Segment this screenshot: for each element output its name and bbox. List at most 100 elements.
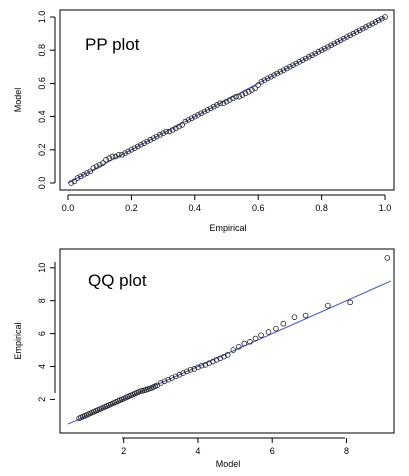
- pp-data-point: [68, 180, 74, 186]
- pp-data-point: [217, 100, 223, 107]
- qq-points: [76, 255, 391, 422]
- qq-y-ticks: 2 4 6 8 10: [37, 263, 55, 402]
- pp-data-point: [153, 133, 160, 140]
- pp-data-point: [125, 148, 132, 155]
- pp-data-point: [96, 161, 103, 168]
- pp-data-point: [223, 98, 230, 105]
- pp-y-tick-label: 0.6: [37, 77, 47, 90]
- pp-data-point: [353, 29, 360, 35]
- pp-data-point: [77, 173, 84, 180]
- qq-data-point: [161, 378, 168, 385]
- pp-data-point: [138, 142, 144, 148]
- qq-data-point: [180, 370, 186, 376]
- qq-data-point: [291, 314, 298, 320]
- qq-data-point: [221, 353, 227, 360]
- pp-data-point: [271, 72, 277, 78]
- pp-data-point: [363, 24, 369, 30]
- pp-data-point: [274, 70, 281, 77]
- pp-data-point: [242, 90, 249, 97]
- pp-data-point: [318, 47, 325, 53]
- pp-data-point: [179, 122, 185, 128]
- pp-plot-title: PP plot: [85, 35, 140, 54]
- pp-data-point: [172, 125, 179, 132]
- pp-y-axis-label: Model: [13, 88, 23, 113]
- pp-data-point: [230, 95, 236, 102]
- pp-data-point: [299, 57, 306, 63]
- qq-y-tick-label: 4: [37, 364, 47, 369]
- qq-data-point: [209, 358, 216, 365]
- pp-data-point: [207, 105, 214, 112]
- pp-x-tick-label: 0.2: [125, 203, 138, 213]
- qq-x-tick-label: 4: [195, 446, 200, 456]
- pp-data-point: [293, 60, 300, 67]
- qq-data-point: [273, 325, 279, 332]
- pp-data-point: [195, 112, 201, 118]
- pp-data-point: [347, 32, 353, 39]
- qq-plot-frame: [59, 248, 395, 434]
- pp-data-point: [185, 117, 192, 123]
- pp-data-point: [131, 145, 138, 151]
- pp-data-point: [90, 165, 97, 171]
- pp-data-point: [81, 171, 87, 178]
- pp-data-point: [144, 138, 151, 145]
- pp-y-ticks: 0.0 0.2 0.4 0.6 0.8 1.0: [37, 11, 55, 189]
- pp-data-point: [268, 73, 274, 80]
- pp-x-tick-label: 0.6: [252, 203, 265, 213]
- qq-data-point: [165, 376, 172, 383]
- pp-data-point: [340, 35, 347, 42]
- pp-data-point: [182, 118, 189, 125]
- qq-x-tick-label: 6: [270, 446, 275, 456]
- pp-data-point: [331, 40, 338, 47]
- pp-data-point: [128, 147, 135, 153]
- pp-data-point: [356, 27, 363, 34]
- pp-data-point: [328, 42, 334, 49]
- pp-data-point: [344, 34, 350, 40]
- pp-data-point: [226, 97, 233, 103]
- qq-data-point: [184, 368, 190, 375]
- qq-data-point: [235, 343, 242, 350]
- pp-data-point: [325, 44, 331, 50]
- qq-data-point: [280, 320, 287, 327]
- pp-data-point: [312, 50, 319, 57]
- qq-y-tick-label: 8: [37, 298, 47, 303]
- pp-data-point: [233, 93, 239, 100]
- pp-data-point: [280, 67, 287, 73]
- pp-data-point: [115, 151, 122, 158]
- pp-data-point: [249, 87, 255, 93]
- pp-data-point: [360, 25, 366, 32]
- pp-data-point: [236, 93, 242, 100]
- pp-x-axis-label: Empirical: [209, 223, 246, 233]
- qq-data-point: [265, 329, 272, 335]
- pp-data-point: [119, 151, 125, 158]
- qq-data-point: [384, 255, 391, 261]
- pp-data-point: [334, 39, 341, 45]
- pp-data-point: [382, 14, 388, 20]
- pp-data-point: [109, 153, 116, 160]
- pp-data-point: [71, 178, 78, 185]
- qq-y-tick-label: 6: [37, 331, 47, 336]
- qq-data-point: [325, 302, 331, 309]
- qq-data-point: [206, 360, 212, 367]
- qq-data-point: [252, 335, 259, 342]
- pp-y-tick-label: 0.8: [37, 44, 47, 57]
- pp-data-point: [122, 150, 128, 156]
- pp-data-point: [277, 68, 284, 75]
- pp-data-point: [106, 155, 113, 161]
- pp-data-point: [74, 175, 81, 181]
- pp-x-ticks: 0.0 0.2 0.4 0.6 0.8 1.0: [62, 195, 391, 213]
- pp-y-tick-label: 0.2: [37, 144, 47, 157]
- pp-data-point: [87, 168, 93, 175]
- qq-data-point: [213, 357, 220, 363]
- pp-data-point: [375, 17, 382, 24]
- qq-data-point: [169, 375, 175, 381]
- pp-data-point: [258, 78, 265, 85]
- pp-data-point: [198, 110, 204, 117]
- pp-data-point: [103, 156, 109, 163]
- pp-data-point: [176, 123, 182, 130]
- qq-x-tick-label: 2: [121, 446, 126, 456]
- pp-data-point: [290, 62, 296, 68]
- pp-data-point: [211, 103, 217, 110]
- qq-data-point: [172, 373, 179, 380]
- pp-data-point: [261, 77, 268, 83]
